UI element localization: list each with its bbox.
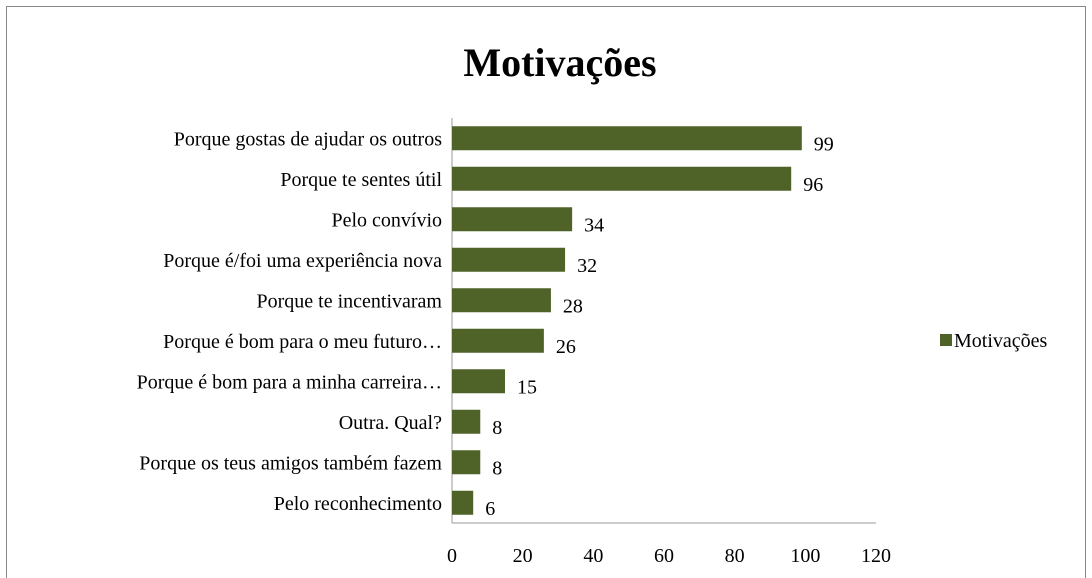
bar: [452, 328, 544, 353]
y-tick-label: Porque gostas de ajudar os outros: [174, 128, 443, 150]
y-tick-label: Porque te incentivaram: [257, 290, 443, 312]
legend-label: Motivações: [954, 330, 1048, 352]
bar: [452, 450, 481, 475]
value-label: 28: [563, 295, 583, 317]
bar: [452, 126, 802, 151]
y-tick-label: Pelo convívio: [331, 209, 442, 231]
legend-swatch: [940, 334, 952, 346]
bar: [452, 369, 505, 394]
y-tick-label: Porque te sentes útil: [280, 169, 442, 191]
value-label: 15: [517, 376, 537, 398]
value-label: 34: [584, 214, 604, 236]
x-tick-label: 60: [654, 545, 674, 567]
value-label: 8: [492, 457, 502, 479]
y-tick-label: Pelo reconhecimento: [274, 493, 442, 515]
x-tick-label: 100: [790, 545, 820, 567]
value-label: 32: [577, 255, 597, 277]
y-tick-label: Porque é bom para a minha carreira…: [137, 371, 442, 393]
bar: [452, 166, 792, 191]
bar: [452, 247, 566, 272]
y-tick-label: Porque os teus amigos também fazem: [139, 452, 442, 474]
y-tick-label: Porque é/foi uma experiência nova: [163, 250, 442, 272]
x-tick-label: 40: [583, 545, 603, 567]
value-label: 96: [803, 174, 823, 196]
x-tick-label: 120: [861, 545, 891, 567]
bar: [452, 288, 551, 313]
bar: [452, 207, 573, 232]
y-tick-label: Outra. Qual?: [339, 412, 442, 434]
y-tick-label: Porque é bom para o meu futuro…: [163, 331, 442, 353]
value-label: 26: [556, 336, 576, 358]
chart-title: Motivações: [463, 40, 656, 85]
x-tick-label: 0: [447, 545, 457, 567]
bar: [452, 490, 474, 515]
bar: [452, 409, 481, 434]
x-tick-label: 80: [725, 545, 745, 567]
value-label: 99: [814, 133, 834, 155]
value-label: 8: [492, 417, 502, 439]
value-label: 6: [485, 498, 495, 520]
x-tick-label: 20: [513, 545, 533, 567]
